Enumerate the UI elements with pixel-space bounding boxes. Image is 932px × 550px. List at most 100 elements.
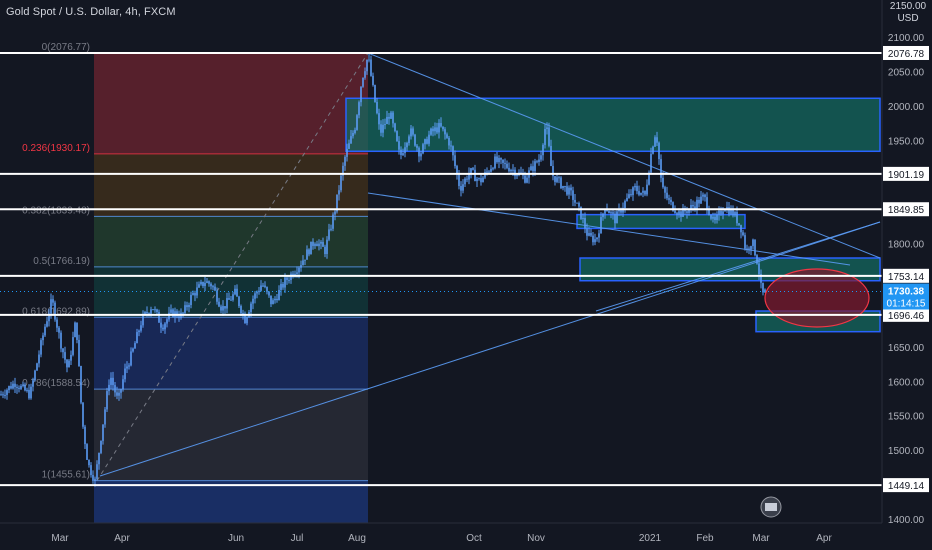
candle-body [622,207,624,213]
candle-body [426,139,428,144]
candle-body [508,167,510,172]
candle-body [164,323,166,330]
candle-body [674,210,676,214]
candle-body [130,351,132,366]
candle-body [178,316,180,319]
candle-body [434,127,436,132]
candle-body [346,148,348,157]
candle-body [32,380,34,387]
candle-body [526,177,528,183]
price-tick-label: 1500.00 [888,446,925,457]
level-price-tag-label: 1696.46 [888,311,925,322]
candle-body [624,200,626,208]
candle-body [604,209,606,214]
candle-body [288,279,290,281]
candle-body [566,186,568,195]
candle-body [630,194,632,196]
candle-body [700,196,702,204]
candle-body [384,124,386,126]
candle-body [552,166,554,177]
time-tick-label: Oct [466,533,482,544]
candle-body [448,137,450,146]
candle-body [530,166,532,171]
candle-body [424,139,426,145]
candle-body [482,177,484,183]
candle-body [658,142,660,160]
level-price-tag [883,307,929,322]
candle-body [250,303,252,313]
candle-body [512,169,514,171]
candle-body [386,116,388,125]
countdown-label: 01:14:15 [887,298,926,309]
candle-body [104,409,106,425]
fib-level-label: 0(2076.77) [42,42,90,53]
candle-body [322,241,324,247]
price-tick-label: 2000.00 [888,102,925,113]
candle-body [0,394,2,396]
level-price-tag [883,268,929,283]
candle-body [370,59,372,76]
candle-body [436,127,438,133]
candle-body [310,241,312,255]
candle-body [462,184,464,191]
time-tick-label: Mar [752,533,770,544]
candle-body [562,185,564,189]
candle-body [710,214,712,219]
candle-body [456,166,458,175]
candle-body [10,386,12,389]
level-price-tag [883,45,929,60]
candle-body [380,124,382,133]
candle-body [440,123,442,127]
candle-body [218,301,220,307]
candle-body [524,175,526,183]
candle-body [570,187,572,191]
candle-body [608,210,610,214]
candle-body [208,281,210,284]
candle-body [36,363,38,371]
candle-body [60,332,62,349]
candle-body [296,272,298,274]
candle-body [144,311,146,314]
candle-body [388,116,390,119]
candle-body [716,214,718,221]
candle-body [580,206,582,219]
candle-body [696,199,698,210]
candle-body [666,192,668,199]
candle-body [506,163,508,168]
candle-body [694,206,696,210]
support-zone [576,213,746,230]
candle-body [594,239,596,243]
level-price-tag [883,478,929,493]
candle-body [274,298,276,301]
trend-line [367,192,851,266]
fib-band [94,266,368,318]
candle-body [362,77,364,87]
price-tick-label: 1950.00 [888,136,925,147]
candle-body [8,386,10,391]
candle-body [232,294,234,300]
candle-body [636,185,638,192]
candle-body [72,337,74,355]
candle-body [486,171,488,173]
candle-body [542,144,544,156]
candle-body [238,296,240,307]
candle-body [284,277,286,288]
candle-body [318,243,320,247]
candle-body [252,298,254,304]
candle-body [706,197,708,210]
candle-body [354,129,356,133]
time-tick-label: Apr [816,533,832,544]
candle-body [378,113,380,125]
candle-body [478,178,480,180]
time-tick-label: Aug [348,533,366,544]
candle-body [262,285,264,287]
candle-body [390,112,392,119]
time-tick-label: Mar [51,533,69,544]
candle-body [646,184,648,195]
candle-body [366,59,368,72]
candle-body [588,233,590,236]
candle-body [124,368,126,380]
candle-body [84,426,86,445]
candle-body [756,255,758,264]
